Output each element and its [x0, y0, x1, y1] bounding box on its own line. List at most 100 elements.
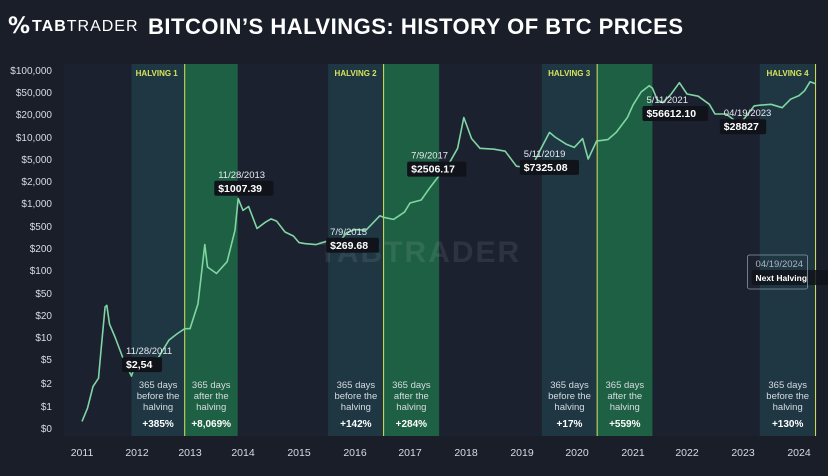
band-caption-line: before the	[548, 391, 591, 402]
halving-label-1: HALVING 1	[136, 69, 179, 78]
band-caption-line: halving	[610, 402, 640, 413]
x-tick-label: 2013	[178, 447, 202, 459]
y-tick-label: $50	[35, 289, 52, 300]
band-caption-line: 365 days	[768, 380, 807, 391]
annotation-box-0	[122, 357, 163, 373]
annotation-date-5: 5/11/2021	[646, 95, 688, 106]
x-tick-label: 2015	[287, 447, 311, 459]
annotation-price-5: $56612.10	[646, 108, 696, 120]
x-tick-label: 2014	[231, 447, 255, 459]
band-caption-line: halving	[554, 402, 584, 413]
band-caption-line: after the	[394, 391, 429, 402]
y-tick-label: $2,000	[21, 177, 52, 188]
x-tick-label: 2018	[454, 447, 478, 459]
x-tick-label: 2023	[731, 447, 755, 459]
next-halving-frame	[747, 254, 808, 290]
annotation-box-4	[519, 159, 579, 175]
annotation-price-4: $7325.08	[524, 162, 568, 174]
y-tick-label: $10,000	[16, 133, 53, 144]
x-tick-label: 2011	[71, 447, 94, 459]
band-caption-line: halving	[396, 402, 426, 413]
annotation-box-2	[326, 237, 379, 253]
annotation-box-5	[642, 106, 709, 122]
tabtrader-logo: % TAB TRADER	[8, 16, 139, 38]
band-caption-line: before the	[334, 391, 377, 402]
chart-title: BITCOIN’S HALVINGS: HISTORY OF BTC PRICE…	[148, 14, 684, 39]
y-tick-label: $100	[30, 266, 53, 277]
y-tick-label: $1,000	[21, 199, 52, 210]
y-tick-label: $20	[35, 311, 52, 322]
btc-price-line	[81, 81, 816, 422]
x-tick-label: 2012	[125, 447, 149, 459]
band-percent-1: +8,069%	[191, 419, 231, 430]
halving-label-3: HALVING 3	[548, 69, 591, 78]
annotation-price-6: $28827	[724, 121, 759, 133]
band-caption-line: before the	[137, 391, 180, 402]
band-caption-line: halving	[196, 402, 226, 413]
band-caption-line: 365 days	[392, 380, 431, 391]
annotation-price-3: $2506.17	[411, 164, 455, 176]
band-before-4	[541, 64, 598, 436]
band-before-0	[131, 64, 185, 436]
band-caption-line: before the	[766, 391, 809, 402]
annotation-date-3: 7/9/2017	[411, 151, 448, 162]
annotation-date-7: 04/19/2024	[756, 259, 804, 270]
annotation-box-7	[751, 269, 828, 285]
halving-label-4: HALVING 4	[767, 69, 810, 78]
band-before-6	[759, 64, 816, 436]
band-after-1	[184, 64, 238, 436]
annotation-date-4: 5/11/2019	[524, 149, 566, 160]
halving-label-2: HALVING 2	[335, 69, 378, 78]
x-tick-label: 2022	[675, 447, 699, 459]
band-caption-line: after the	[194, 391, 229, 402]
y-tick-label: $20,000	[16, 110, 53, 121]
annotation-date-0: 11/28/2011	[126, 346, 172, 357]
band-caption-line: halving	[341, 402, 371, 413]
y-tick-label: $200	[30, 244, 53, 255]
band-caption-line: halving	[773, 402, 803, 413]
x-tick-label: 2024	[787, 447, 811, 459]
header: % TAB TRADER BITCOIN’S HALVINGS: HISTORY…	[0, 0, 828, 58]
band-caption-line: 365 days	[550, 380, 589, 391]
band-after-3	[383, 64, 440, 436]
annotation-date-1: 11/28/2013	[218, 170, 265, 181]
band-percent-3: +284%	[396, 419, 428, 430]
y-tick-label: $1	[41, 402, 53, 413]
y-tick-label: $5	[41, 355, 53, 366]
band-caption-line: 365 days	[139, 380, 178, 391]
x-tick-label: 2019	[510, 447, 534, 459]
band-caption-line: 365 days	[192, 380, 231, 391]
band-caption-line: after the	[607, 391, 642, 402]
y-tick-label: $10	[35, 333, 52, 344]
annotation-box-3	[407, 161, 467, 177]
y-tick-label: $5,000	[21, 155, 52, 166]
band-percent-4: +17%	[557, 419, 583, 430]
x-tick-label: 2017	[398, 447, 422, 459]
band-after-5	[597, 64, 653, 436]
annotation-price-2: $269.68	[330, 240, 368, 252]
annotation-price-1: $1007.39	[218, 183, 262, 195]
annotation-date-6: 04/19/2023	[724, 108, 772, 119]
logo-text-tab: TAB	[32, 18, 67, 35]
y-tick-label: $100,000	[10, 66, 52, 77]
x-tick-label: 2016	[343, 447, 367, 459]
annotation-price-0: $2,54	[126, 359, 152, 371]
band-percent-2: +142%	[340, 419, 372, 430]
band-percent-5: +559%	[609, 419, 641, 430]
y-tick-label: $500	[30, 222, 53, 233]
annotation-box-6	[719, 119, 767, 135]
annotation-box-1	[214, 180, 274, 196]
x-tick-label: 2020	[565, 447, 589, 459]
annotation-price-7: Next Halving	[756, 273, 808, 283]
band-percent-6: +130%	[772, 419, 804, 430]
band-percent-0: +385%	[142, 419, 174, 430]
x-tick-label: 2021	[621, 447, 645, 459]
band-caption-line: 365 days	[606, 380, 645, 391]
y-tick-label: $0	[41, 424, 53, 435]
logo-text-trader: TRADER	[66, 18, 139, 35]
logo-mark: %	[8, 14, 31, 39]
y-tick-label: $2	[41, 379, 53, 390]
band-caption-line: 365 days	[337, 380, 376, 391]
